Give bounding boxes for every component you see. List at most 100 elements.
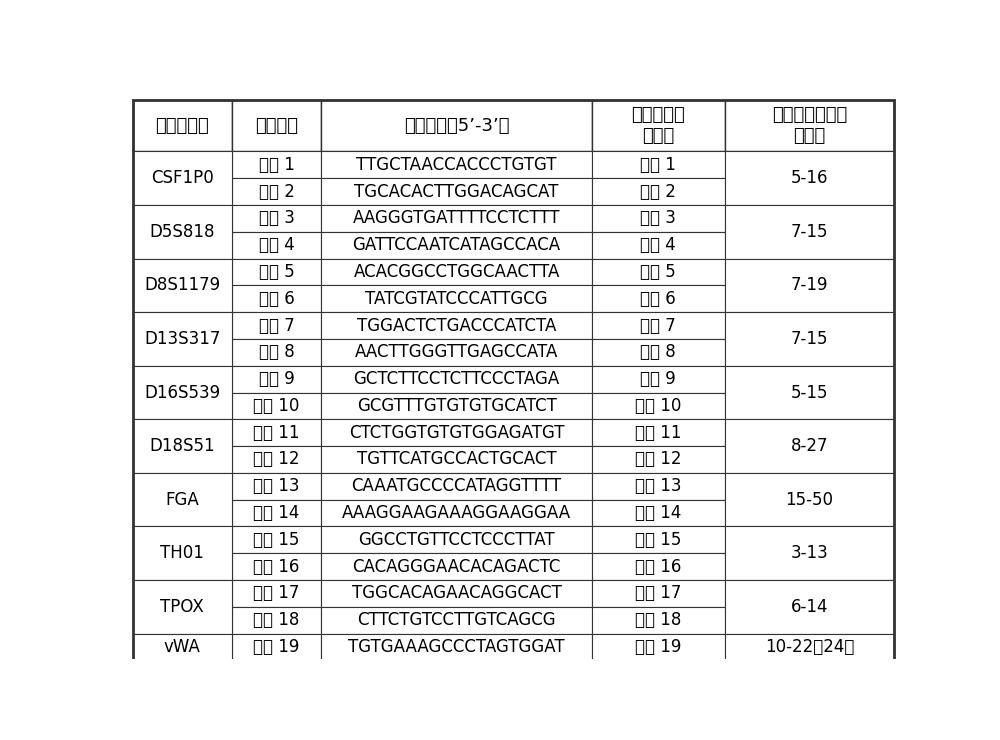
Bar xyxy=(232,420,321,446)
Text: GGCCTGTTCCTCCCTTAT: GGCCTGTTCCTCCCTTAT xyxy=(358,531,555,549)
Text: 引物 19: 引物 19 xyxy=(253,638,300,656)
Bar xyxy=(592,152,725,178)
Text: 序列 12: 序列 12 xyxy=(635,451,682,468)
Text: 序列 14: 序列 14 xyxy=(635,504,681,522)
Bar xyxy=(321,580,592,607)
Text: 序列 5: 序列 5 xyxy=(640,263,676,281)
Text: 引物 6: 引物 6 xyxy=(259,290,294,308)
Text: 序列 16: 序列 16 xyxy=(635,557,681,576)
Text: 引物 9: 引物 9 xyxy=(259,370,294,388)
Text: 引物 10: 引物 10 xyxy=(253,397,300,415)
Text: CAAATGCCCCATAGGTTTT: CAAATGCCCCATAGGTTTT xyxy=(352,477,562,495)
Bar xyxy=(592,554,725,580)
Text: FGA: FGA xyxy=(165,491,199,508)
Text: 引物 13: 引物 13 xyxy=(253,477,300,495)
Bar xyxy=(321,446,592,473)
Bar xyxy=(232,392,321,420)
Text: 序列 7: 序列 7 xyxy=(640,317,676,334)
Text: 序列 19: 序列 19 xyxy=(635,638,681,656)
Text: 引物名称: 引物名称 xyxy=(255,117,298,135)
Text: 序列 11: 序列 11 xyxy=(635,424,682,442)
Text: TATCGTATCCCATTGCG: TATCGTATCCCATTGCG xyxy=(365,290,548,308)
Text: 序列 2: 序列 2 xyxy=(640,183,676,201)
Bar xyxy=(725,312,894,366)
Text: TTGCTAACCACCCTGTGT: TTGCTAACCACCCTGTGT xyxy=(356,156,557,174)
Bar xyxy=(321,258,592,286)
Bar xyxy=(725,205,894,258)
Bar xyxy=(592,286,725,312)
Text: 基因座名称: 基因座名称 xyxy=(155,117,209,135)
Bar xyxy=(133,258,232,312)
Bar xyxy=(232,500,321,526)
Bar xyxy=(321,152,592,178)
Bar xyxy=(321,232,592,258)
Bar xyxy=(232,607,321,633)
Bar xyxy=(133,473,232,526)
Text: 7-15: 7-15 xyxy=(791,223,828,240)
Text: D18S51: D18S51 xyxy=(149,437,215,455)
Text: 7-15: 7-15 xyxy=(791,330,828,348)
Text: 10-22（24）: 10-22（24） xyxy=(765,638,854,656)
Bar xyxy=(592,232,725,258)
Text: 序列 18: 序列 18 xyxy=(635,611,681,629)
Text: 引物 12: 引物 12 xyxy=(253,451,300,468)
Text: D8S1179: D8S1179 xyxy=(144,276,220,295)
Text: GCGTTTGTGTGTGCATCT: GCGTTTGTGTGTGCATCT xyxy=(357,397,557,415)
Bar xyxy=(725,100,894,152)
Bar xyxy=(725,366,894,420)
Bar xyxy=(321,178,592,205)
Bar xyxy=(725,258,894,312)
Text: 引物 14: 引物 14 xyxy=(253,504,300,522)
Text: TPOX: TPOX xyxy=(160,598,204,616)
Text: 引物序列（5’-3’）: 引物序列（5’-3’） xyxy=(404,117,509,135)
Bar xyxy=(592,312,725,339)
Bar xyxy=(592,526,725,554)
Text: 在序列表中
的位置: 在序列表中 的位置 xyxy=(631,107,685,145)
Text: 引物 11: 引物 11 xyxy=(253,424,300,442)
Text: TGGACTCTGACCCATCTA: TGGACTCTGACCCATCTA xyxy=(357,317,556,334)
Bar xyxy=(725,580,894,633)
Text: 8-27: 8-27 xyxy=(791,437,828,455)
Bar xyxy=(592,446,725,473)
Text: TGCACACTTGGACAGCAT: TGCACACTTGGACAGCAT xyxy=(354,183,559,201)
Text: 引物 8: 引物 8 xyxy=(259,343,294,361)
Bar xyxy=(321,100,592,152)
Text: TGTGAAAGCCCTAGTGGAT: TGTGAAAGCCCTAGTGGAT xyxy=(348,638,565,656)
Bar xyxy=(592,473,725,500)
Text: CTTCTGTCCTTGTCAGCG: CTTCTGTCCTTGTCAGCG xyxy=(357,611,556,629)
Text: vWA: vWA xyxy=(164,638,201,656)
Text: TGGCACAGAACAGGCACT: TGGCACAGAACAGGCACT xyxy=(352,585,562,602)
Text: ACACGGCCTGGCAACTTA: ACACGGCCTGGCAACTTA xyxy=(353,263,560,281)
Bar xyxy=(592,205,725,232)
Text: 3-13: 3-13 xyxy=(790,544,828,562)
Bar xyxy=(321,500,592,526)
Text: 序列 17: 序列 17 xyxy=(635,585,681,602)
Bar xyxy=(725,152,894,205)
Text: 引物 1: 引物 1 xyxy=(259,156,295,174)
Text: 7-19: 7-19 xyxy=(791,276,828,295)
Bar xyxy=(232,286,321,312)
Bar xyxy=(232,366,321,392)
Text: TGTTCATGCCACTGCACT: TGTTCATGCCACTGCACT xyxy=(357,451,556,468)
Bar xyxy=(592,420,725,446)
Bar xyxy=(321,286,592,312)
Text: 引物 7: 引物 7 xyxy=(259,317,294,334)
Text: GCTCTTCCTCTTCCCTAGA: GCTCTTCCTCTTCCCTAGA xyxy=(353,370,560,388)
Text: 引物 3: 引物 3 xyxy=(259,209,295,227)
Bar xyxy=(232,312,321,339)
Text: 序列 4: 序列 4 xyxy=(640,236,676,255)
Bar xyxy=(321,420,592,446)
Bar xyxy=(321,312,592,339)
Bar xyxy=(321,205,592,232)
Text: 引物 2: 引物 2 xyxy=(259,183,295,201)
Text: 序列 9: 序列 9 xyxy=(640,370,676,388)
Bar xyxy=(725,473,894,526)
Text: 等位基因基因型
的范围: 等位基因基因型 的范围 xyxy=(772,107,847,145)
Bar xyxy=(133,100,232,152)
Text: 序列 1: 序列 1 xyxy=(640,156,676,174)
Bar xyxy=(592,178,725,205)
Text: CTCTGGTGTGTGGAGATGT: CTCTGGTGTGTGGAGATGT xyxy=(349,424,564,442)
Bar xyxy=(321,526,592,554)
Text: 引物 4: 引物 4 xyxy=(259,236,294,255)
Bar xyxy=(592,258,725,286)
